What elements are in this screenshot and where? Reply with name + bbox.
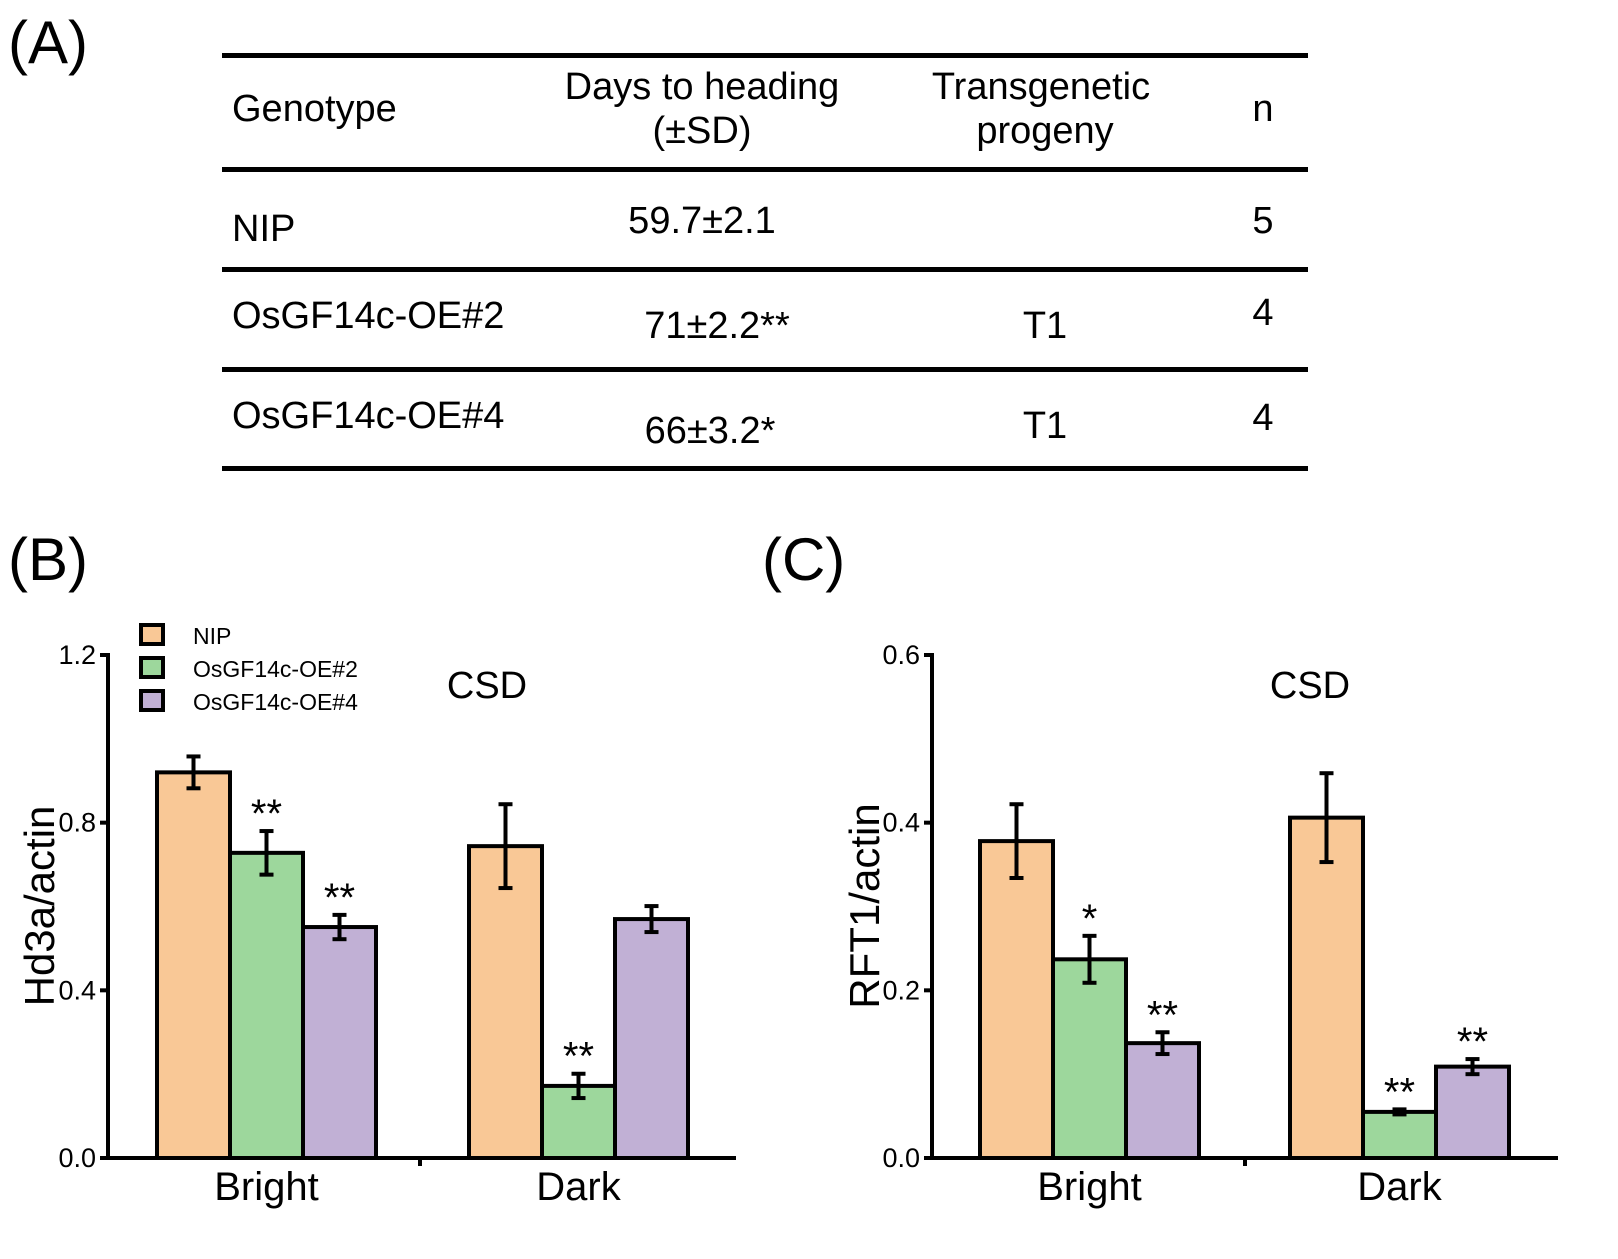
cell-days: 66±3.2*: [644, 410, 776, 452]
y-tick-label: 0.6: [882, 640, 920, 670]
legend-label: NIP: [193, 623, 231, 649]
panel-label-b: (B): [8, 526, 88, 593]
bar-osgf14c-oe-4-bright: [1124, 1041, 1201, 1160]
cell-days: 59.7±2.1: [628, 200, 776, 242]
bar-nip-bright: [155, 770, 232, 1160]
cell-n: 4: [1252, 397, 1274, 439]
legend-label: OsGF14c-OE#4: [193, 689, 358, 715]
cell-genotype: OsGF14c-OE#4: [232, 395, 505, 437]
cell-progeny: T1: [1022, 305, 1068, 347]
cell-genotype: NIP: [232, 208, 296, 250]
legend-swatch: [139, 689, 165, 712]
significance-label: *: [1082, 897, 1098, 941]
bar-osgf14c-oe-4-bright: [301, 925, 378, 1161]
cell-progeny: T1: [1022, 405, 1068, 447]
bar-osgf14c-oe-4-dark: [613, 917, 690, 1161]
header-progeny-line2: progeny: [976, 110, 1114, 152]
bar-osgf14c-oe-2-bright: [1051, 957, 1128, 1160]
y-axis-label: RFT1/actin: [841, 803, 888, 1008]
header-genotype: Genotype: [232, 88, 397, 130]
chart-title: CSD: [1270, 665, 1350, 707]
table-rule-top: [222, 53, 1308, 58]
significance-label: **: [324, 876, 355, 920]
x-tick-label: Bright: [214, 1165, 319, 1209]
y-tick-label: 1.2: [58, 640, 96, 670]
significance-label: **: [1384, 1070, 1415, 1114]
header-progeny-line1: Transgenetic: [931, 66, 1151, 108]
bar-nip-bright: [978, 839, 1055, 1160]
y-tick-label: 0.8: [58, 808, 96, 838]
legend-swatch: [139, 656, 165, 679]
table-rule-bottom: [222, 466, 1308, 471]
cell-n: 5: [1252, 200, 1274, 242]
significance-label: **: [563, 1035, 594, 1079]
cell-n: 4: [1252, 292, 1274, 334]
bar-osgf14c-oe-4-dark: [1434, 1064, 1511, 1161]
significance-label: **: [1457, 1020, 1488, 1064]
x-tick-label: Dark: [1357, 1165, 1442, 1209]
legend-swatch: [139, 623, 165, 646]
legend-label: OsGF14c-OE#2: [193, 656, 358, 682]
x-tick-label: Dark: [536, 1165, 621, 1209]
panel-label-a: (A): [8, 9, 88, 76]
y-tick-label: 0.0: [882, 1143, 920, 1173]
chart-title: CSD: [447, 665, 527, 707]
significance-label: **: [251, 792, 282, 836]
table-rule: [222, 267, 1308, 272]
table-rule: [222, 367, 1308, 372]
header-days-line2: (±SD): [652, 110, 752, 152]
header-n: n: [1252, 88, 1274, 130]
y-tick-label: 0.4: [882, 808, 920, 838]
header-days-line1: Days to heading: [564, 66, 840, 108]
y-tick-label: 0.2: [882, 975, 920, 1005]
bar-nip-dark: [467, 844, 544, 1160]
cell-genotype: OsGF14c-OE#2: [232, 295, 505, 337]
cell-days: 71±2.2**: [644, 305, 790, 347]
y-tick-label: 0.4: [58, 975, 96, 1005]
significance-label: **: [1147, 993, 1178, 1037]
bar-osgf14c-oe-2-bright: [228, 850, 305, 1160]
panel-label-c: (C): [762, 526, 846, 593]
y-axis-label: Hd3a/actin: [16, 806, 63, 1007]
y-tick-label: 0.0: [58, 1143, 96, 1173]
bar-osgf14c-oe-2-dark: [1361, 1109, 1438, 1161]
bar-nip-dark: [1288, 815, 1365, 1160]
table-rule-header: [222, 167, 1308, 172]
x-tick-label: Bright: [1037, 1165, 1142, 1209]
